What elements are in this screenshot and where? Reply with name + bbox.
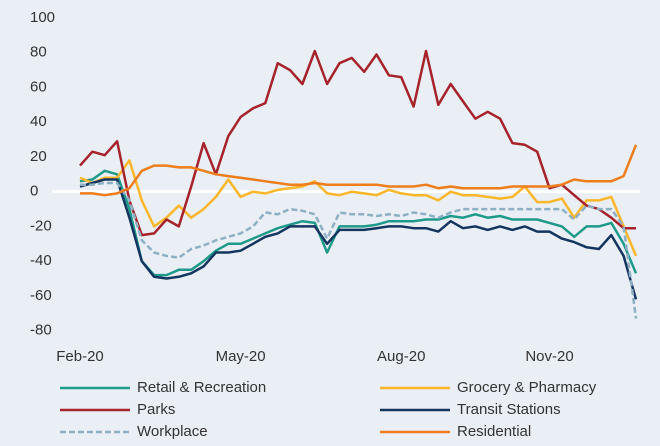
legend-label: Workplace [137,423,208,440]
y-tick-label: 100 [30,9,55,26]
x-tick-label: Aug-20 [377,348,425,365]
y-tick-label: 60 [30,78,47,95]
series-line [80,144,638,197]
x-tick-label: Feb-20 [56,348,104,365]
y-tick-label: 0 [30,183,38,200]
series-line [79,159,638,257]
y-tick-label: -20 [30,217,52,234]
x-tick-label: Nov-20 [525,348,573,365]
y-tick-label: 20 [30,148,47,165]
legend-label: Parks [137,401,175,418]
y-tick-label: -80 [30,322,52,339]
y-tick-label: 80 [30,44,47,61]
y-tick-label: -60 [30,287,52,304]
legend-label: Grocery & Pharmacy [457,379,597,396]
legend-label: Transit Stations [457,401,561,418]
series-line [79,49,636,237]
series-line [80,181,638,319]
y-tick-label: -40 [30,252,52,269]
legend-label: Residential [457,423,531,440]
legend-label: Retail & Recreation [137,379,266,396]
x-tick-label: May-20 [216,348,266,365]
y-tick-label: 40 [30,113,47,130]
series-line [79,169,638,277]
series-line [79,178,638,300]
